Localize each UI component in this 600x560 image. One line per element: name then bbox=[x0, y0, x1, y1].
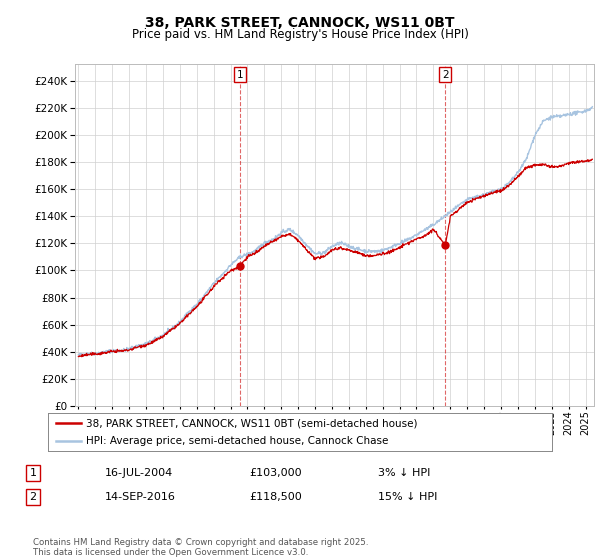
Text: 14-SEP-2016: 14-SEP-2016 bbox=[105, 492, 176, 502]
Text: 2: 2 bbox=[442, 69, 449, 80]
Text: 1: 1 bbox=[29, 468, 37, 478]
Text: HPI: Average price, semi-detached house, Cannock Chase: HPI: Average price, semi-detached house,… bbox=[86, 436, 388, 446]
Text: £118,500: £118,500 bbox=[249, 492, 302, 502]
Text: 16-JUL-2004: 16-JUL-2004 bbox=[105, 468, 173, 478]
Text: Contains HM Land Registry data © Crown copyright and database right 2025.
This d: Contains HM Land Registry data © Crown c… bbox=[33, 538, 368, 557]
Text: 38, PARK STREET, CANNOCK, WS11 0BT: 38, PARK STREET, CANNOCK, WS11 0BT bbox=[145, 16, 455, 30]
Text: 15% ↓ HPI: 15% ↓ HPI bbox=[378, 492, 437, 502]
Text: 2: 2 bbox=[29, 492, 37, 502]
Text: Price paid vs. HM Land Registry's House Price Index (HPI): Price paid vs. HM Land Registry's House … bbox=[131, 28, 469, 41]
Text: 3% ↓ HPI: 3% ↓ HPI bbox=[378, 468, 430, 478]
Text: £103,000: £103,000 bbox=[249, 468, 302, 478]
Text: 1: 1 bbox=[236, 69, 243, 80]
Text: 38, PARK STREET, CANNOCK, WS11 0BT (semi-detached house): 38, PARK STREET, CANNOCK, WS11 0BT (semi… bbox=[86, 418, 418, 428]
